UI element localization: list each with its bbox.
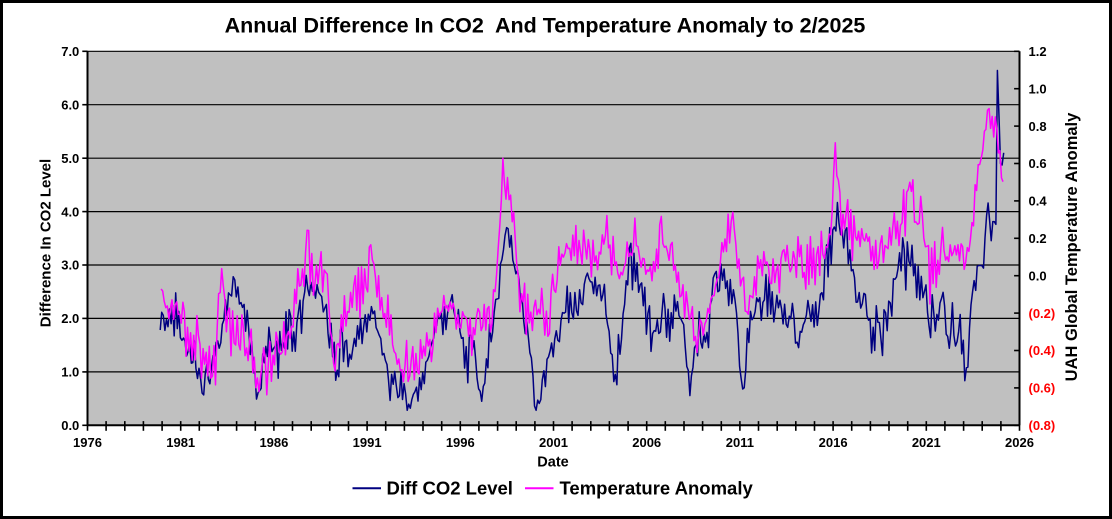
svg-text:0.0: 0.0	[1029, 268, 1047, 283]
svg-text:0.0: 0.0	[61, 418, 79, 433]
svg-text:Difference In CO2 Level: Difference In CO2 Level	[38, 159, 55, 327]
svg-text:UAH Global Temperature Anomaly: UAH Global Temperature Anomaly	[1063, 112, 1081, 381]
svg-text:2021: 2021	[912, 435, 941, 450]
svg-text:2001: 2001	[539, 435, 568, 450]
svg-text:0.6: 0.6	[1029, 156, 1047, 171]
svg-text:0.8: 0.8	[1029, 119, 1047, 134]
svg-text:7.0: 7.0	[61, 44, 79, 59]
svg-text:(0.2): (0.2)	[1029, 306, 1056, 321]
svg-text:0.4: 0.4	[1029, 194, 1048, 209]
svg-text:6.0: 6.0	[61, 97, 79, 112]
svg-text:Annual Difference In CO2 And: Annual Difference In CO2 And Temperature…	[225, 14, 866, 38]
svg-text:1976: 1976	[73, 435, 102, 450]
svg-text:2011: 2011	[726, 435, 754, 450]
svg-text:1.0: 1.0	[1029, 81, 1047, 96]
svg-text:1996: 1996	[446, 435, 475, 450]
svg-text:1981: 1981	[166, 435, 195, 450]
svg-text:(0.8): (0.8)	[1029, 418, 1056, 433]
svg-text:0.2: 0.2	[1029, 231, 1047, 246]
svg-text:4.0: 4.0	[61, 204, 79, 219]
svg-text:2016: 2016	[819, 435, 848, 450]
svg-text:1.0: 1.0	[61, 365, 79, 380]
svg-text:3.0: 3.0	[61, 258, 79, 273]
svg-text:(0.6): (0.6)	[1029, 381, 1056, 396]
svg-text:1986: 1986	[259, 435, 288, 450]
svg-text:Date: Date	[537, 454, 568, 470]
svg-text:2006: 2006	[632, 435, 661, 450]
svg-text:2026: 2026	[1005, 435, 1034, 450]
svg-text:1.2: 1.2	[1029, 44, 1047, 59]
svg-text:1991: 1991	[353, 435, 382, 450]
svg-text:5.0: 5.0	[61, 151, 79, 166]
svg-text:(0.4): (0.4)	[1029, 343, 1056, 358]
svg-text:Diff CO2 Level: Diff CO2 Level	[387, 478, 513, 499]
svg-text:Temperature Anomaly: Temperature Anomaly	[560, 478, 754, 499]
svg-text:2.0: 2.0	[61, 311, 79, 326]
